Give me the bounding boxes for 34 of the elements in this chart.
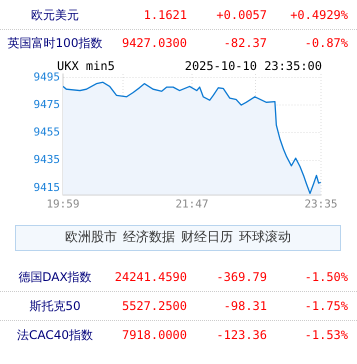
x-tick-label: 19:59 [46, 197, 80, 210]
text: 英国富时100指数 [6, 35, 104, 52]
x-tick-label: 21:47 [175, 197, 209, 210]
text: 环球滚动 [239, 230, 291, 245]
text: 9427.0300 [122, 35, 187, 52]
chart-subtitle: 2025-10-10 23:35:00 [184, 59, 322, 74]
text: 欧元美元 [30, 7, 80, 24]
text: 5527.2500 [122, 298, 187, 315]
text: 法CAC40指数 [16, 327, 94, 344]
text: +0.0057 [216, 7, 267, 24]
text: 德国DAX指数 [17, 269, 93, 286]
text: -82.37 [224, 35, 267, 52]
y-tick-label: 9415 [34, 180, 60, 194]
text: -98.31 [224, 298, 267, 315]
text: -1.50% [304, 269, 348, 286]
text: -369.79 [216, 269, 267, 286]
text: 斯托克50 [28, 298, 82, 315]
text: -123.36 [216, 327, 267, 344]
text: 7918.0000 [122, 327, 187, 344]
text: 财经日历 [181, 230, 233, 245]
y-tick-label: 9435 [34, 153, 60, 166]
y-tick-label: 9495 [34, 70, 60, 84]
text: +0.4929% [290, 7, 348, 24]
text: 24241.4590 [114, 269, 187, 286]
text: -1.53% [304, 327, 348, 344]
y-tick-label: 9455 [34, 126, 60, 139]
text: 1.1621 [144, 7, 187, 24]
text: 经济数据 [123, 230, 175, 245]
chart-title: UKX min5 [57, 59, 115, 74]
text: 欧洲股市 [65, 230, 117, 245]
text: -1.75% [304, 298, 348, 315]
text: -0.87% [304, 35, 348, 52]
y-tick-label: 9475 [34, 98, 60, 111]
x-tick-label: 23:35 [304, 197, 338, 210]
